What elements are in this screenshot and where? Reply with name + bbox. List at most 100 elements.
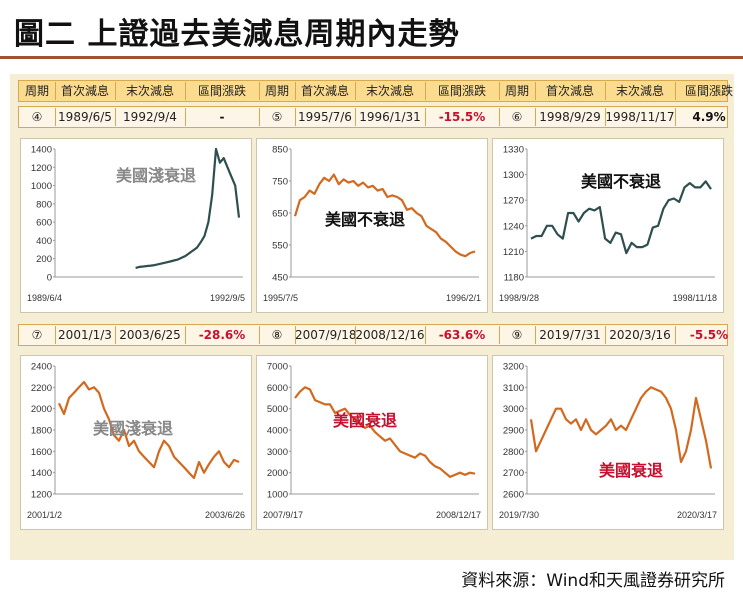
chart-4: 1200 1400 1600 1800 2000 2200 2400 2001/1/2 2003… bbox=[20, 355, 252, 530]
y-tick-label: 1000 bbox=[31, 181, 52, 192]
cell-separator bbox=[295, 108, 296, 126]
table-cell: 1989/6/5 bbox=[58, 110, 112, 124]
table-cell: 1996/1/31 bbox=[359, 110, 421, 124]
y-tick-label: 2700 bbox=[503, 468, 524, 479]
cell-separator bbox=[115, 82, 116, 100]
chart-svg: 1180 1210 1240 1270 1300 1330 1998/9/28 1998/11… bbox=[499, 145, 717, 304]
y-tick-label: 200 bbox=[36, 254, 52, 265]
table-cell: 區間漲跌 bbox=[437, 84, 486, 98]
table-cell: 1998/9/29 bbox=[539, 110, 601, 124]
y-tick-label: 2900 bbox=[503, 426, 524, 437]
table-cell: -63.6% bbox=[438, 328, 486, 342]
cell-separator bbox=[259, 82, 260, 100]
cell-separator bbox=[355, 82, 356, 100]
cell-separator bbox=[355, 108, 356, 126]
x-start-label: 2001/1/2 bbox=[27, 510, 62, 520]
table-cell: 2007/9/18 bbox=[295, 328, 357, 342]
cell-separator bbox=[605, 108, 606, 126]
y-tick-label: 1180 bbox=[504, 273, 524, 284]
y-tick-label: 550 bbox=[272, 241, 288, 252]
y-tick-label: 1800 bbox=[31, 426, 52, 437]
cell-separator bbox=[55, 108, 56, 126]
table-cell: 1995/7/6 bbox=[298, 110, 352, 124]
chart-svg: 1200 1400 1600 1800 2000 2200 2400 2001/1/2 2003… bbox=[27, 362, 245, 521]
y-tick-label: 2400 bbox=[31, 362, 52, 373]
table-cell: 區間漲跌 bbox=[197, 84, 246, 98]
x-end-label: 2020/3/17 bbox=[677, 510, 717, 520]
table-cell: 2019/7/31 bbox=[539, 328, 601, 342]
cell-separator bbox=[185, 82, 186, 100]
y-tick-label: 2200 bbox=[31, 383, 52, 394]
table-cell: 末次減息 bbox=[365, 84, 414, 98]
cell-separator bbox=[499, 82, 500, 100]
y-tick-label: 600 bbox=[36, 218, 52, 229]
y-tick-label: 3200 bbox=[503, 362, 524, 373]
chart-5: 1000 2000 3000 4000 5000 6000 7000 2007/9/17 200… bbox=[256, 355, 488, 530]
y-tick-label: 750 bbox=[272, 177, 288, 188]
chart-svg: 0 200 400 600 800 1000 1200 1400 1989/6/4 1992/9/… bbox=[27, 145, 245, 304]
chart-1: 0 200 400 600 800 1000 1200 1400 1989/6/4 1992/9/… bbox=[20, 138, 252, 313]
y-tick-label: 1210 bbox=[503, 247, 524, 258]
y-tick-label: 1200 bbox=[31, 490, 52, 501]
title-divider bbox=[0, 56, 743, 59]
table-cell: ⑨ bbox=[511, 328, 523, 342]
page-title: 圖二 上證過去美減息周期內走勢 bbox=[14, 17, 460, 52]
cell-separator bbox=[355, 326, 356, 344]
x-end-label: 2003/6/26 bbox=[205, 510, 245, 520]
cell-separator bbox=[535, 108, 536, 126]
cell-separator bbox=[185, 108, 186, 126]
table-cell: 區間漲跌 bbox=[684, 84, 733, 98]
cell-separator bbox=[425, 108, 426, 126]
table-cell: 周期 bbox=[264, 84, 289, 98]
cell-separator bbox=[499, 326, 500, 344]
table-cell: -15.5% bbox=[438, 110, 486, 124]
table-cell: ⑥ bbox=[511, 110, 523, 124]
cell-separator bbox=[535, 82, 536, 100]
y-tick-label: 1400 bbox=[31, 468, 52, 479]
cell-separator bbox=[425, 82, 426, 100]
table-cell: -5.5% bbox=[689, 328, 729, 342]
y-tick-label: 1400 bbox=[31, 145, 52, 156]
y-tick-label: 450 bbox=[272, 273, 288, 284]
chart-6: 2600 2700 2800 2900 3000 3100 3200 2019/7/30 202… bbox=[492, 355, 724, 530]
y-tick-label: 850 bbox=[272, 145, 288, 156]
y-tick-label: 800 bbox=[36, 199, 52, 210]
table-cell: ④ bbox=[31, 110, 43, 124]
x-start-label: 2007/9/17 bbox=[263, 510, 303, 520]
y-tick-label: 2000 bbox=[267, 468, 288, 479]
y-tick-label: 3000 bbox=[267, 447, 288, 458]
table-cell: ⑤ bbox=[271, 110, 283, 124]
cell-separator bbox=[605, 82, 606, 100]
table-cell: 末次減息 bbox=[125, 84, 174, 98]
x-end-label: 1992/9/5 bbox=[210, 293, 245, 303]
y-tick-label: 6000 bbox=[267, 383, 288, 394]
cell-separator bbox=[535, 326, 536, 344]
chart-annotation: 美國淺衰退 bbox=[93, 419, 173, 438]
x-start-label: 1989/6/4 bbox=[27, 293, 62, 303]
table-cell: 首次減息 bbox=[60, 84, 109, 98]
table-cell: 2008/12/16 bbox=[355, 328, 425, 342]
series-line bbox=[135, 147, 241, 269]
table-cell: 末次減息 bbox=[615, 84, 664, 98]
y-tick-label: 2800 bbox=[503, 447, 524, 458]
table-header-row: 周期 首次減息 末次減息 區間漲跌 周期 首次減息 末次減息 區間漲跌 周期 首次減息 末次減息 區間… bbox=[18, 80, 733, 102]
y-tick-label: 1240 bbox=[503, 221, 524, 232]
cell-separator bbox=[295, 82, 296, 100]
y-tick-label: 1000 bbox=[267, 490, 288, 501]
x-start-label: 1998/9/28 bbox=[499, 293, 539, 303]
cell-separator bbox=[115, 108, 116, 126]
cell-separator bbox=[185, 326, 186, 344]
table-cell: ⑦ bbox=[31, 328, 43, 342]
series-line bbox=[58, 380, 240, 480]
x-start-label: 1995/7/5 bbox=[263, 293, 298, 303]
x-end-label: 1996/2/1 bbox=[446, 293, 481, 303]
cell-separator bbox=[115, 326, 116, 344]
table-cell: 1992/9/4 bbox=[123, 110, 177, 124]
series-line bbox=[530, 180, 712, 255]
table-cell: 4.9% bbox=[692, 110, 726, 124]
chart-annotation: 美國衰退 bbox=[599, 461, 663, 480]
cell-separator bbox=[425, 326, 426, 344]
y-tick-label: 1600 bbox=[31, 447, 52, 458]
table-cell: 周期 bbox=[504, 84, 529, 98]
chart-svg: 1000 2000 3000 4000 5000 6000 7000 2007/9/17 200… bbox=[263, 362, 481, 521]
